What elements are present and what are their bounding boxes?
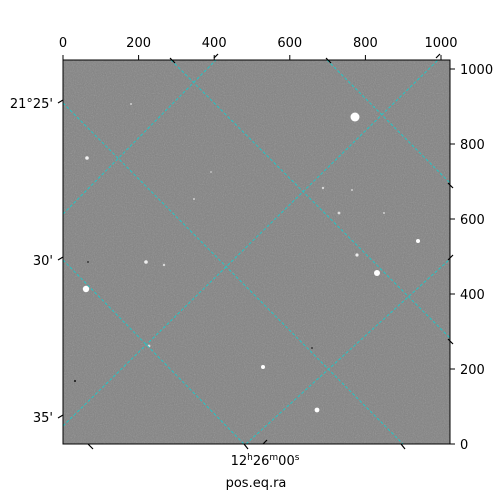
top-tick-label: 800 <box>353 36 378 51</box>
top-tick-label: 200 <box>126 36 151 51</box>
right-tick-label: 0 <box>460 438 468 453</box>
wcs-ticks <box>57 53 454 450</box>
dec-tick-label: 21°25' <box>10 97 53 112</box>
top-pixel-axis <box>62 55 442 60</box>
star <box>74 380 76 382</box>
dec-tick-label: 30' <box>33 254 53 269</box>
star <box>383 212 385 214</box>
star <box>162 263 166 267</box>
star <box>130 103 132 105</box>
right-tick-label: 800 <box>460 138 485 153</box>
top-tick-label: 400 <box>202 36 227 51</box>
star <box>314 407 320 413</box>
right-tick-label: 200 <box>460 363 485 378</box>
star <box>261 365 265 369</box>
top-tick-label: 1000 <box>424 36 457 51</box>
right-tick-label: 400 <box>460 288 485 303</box>
star <box>210 171 212 173</box>
sky-image <box>63 60 450 444</box>
star <box>337 211 341 215</box>
dec-tick-label: 35' <box>33 411 53 426</box>
coordinate-grid <box>63 60 450 444</box>
star-field <box>74 103 420 413</box>
x-axis-title: pos.eq.ra <box>226 476 287 491</box>
top-tick-label: 600 <box>277 36 302 51</box>
star <box>321 186 325 190</box>
right-tick-label: 1000 <box>460 63 493 78</box>
star <box>144 260 148 264</box>
star <box>351 189 353 191</box>
star <box>416 239 420 243</box>
star <box>350 112 360 122</box>
plot-frame <box>62 59 451 445</box>
star <box>355 253 359 257</box>
top-tick-label: 0 <box>59 36 67 51</box>
right-tick-label: 600 <box>460 213 485 228</box>
star <box>193 198 195 200</box>
star <box>85 156 89 160</box>
ra-tick-label: 12h26m00s <box>231 453 300 469</box>
right-pixel-axis <box>450 68 455 445</box>
star <box>87 261 89 263</box>
star <box>311 347 313 349</box>
star <box>82 285 90 293</box>
star <box>374 270 380 276</box>
